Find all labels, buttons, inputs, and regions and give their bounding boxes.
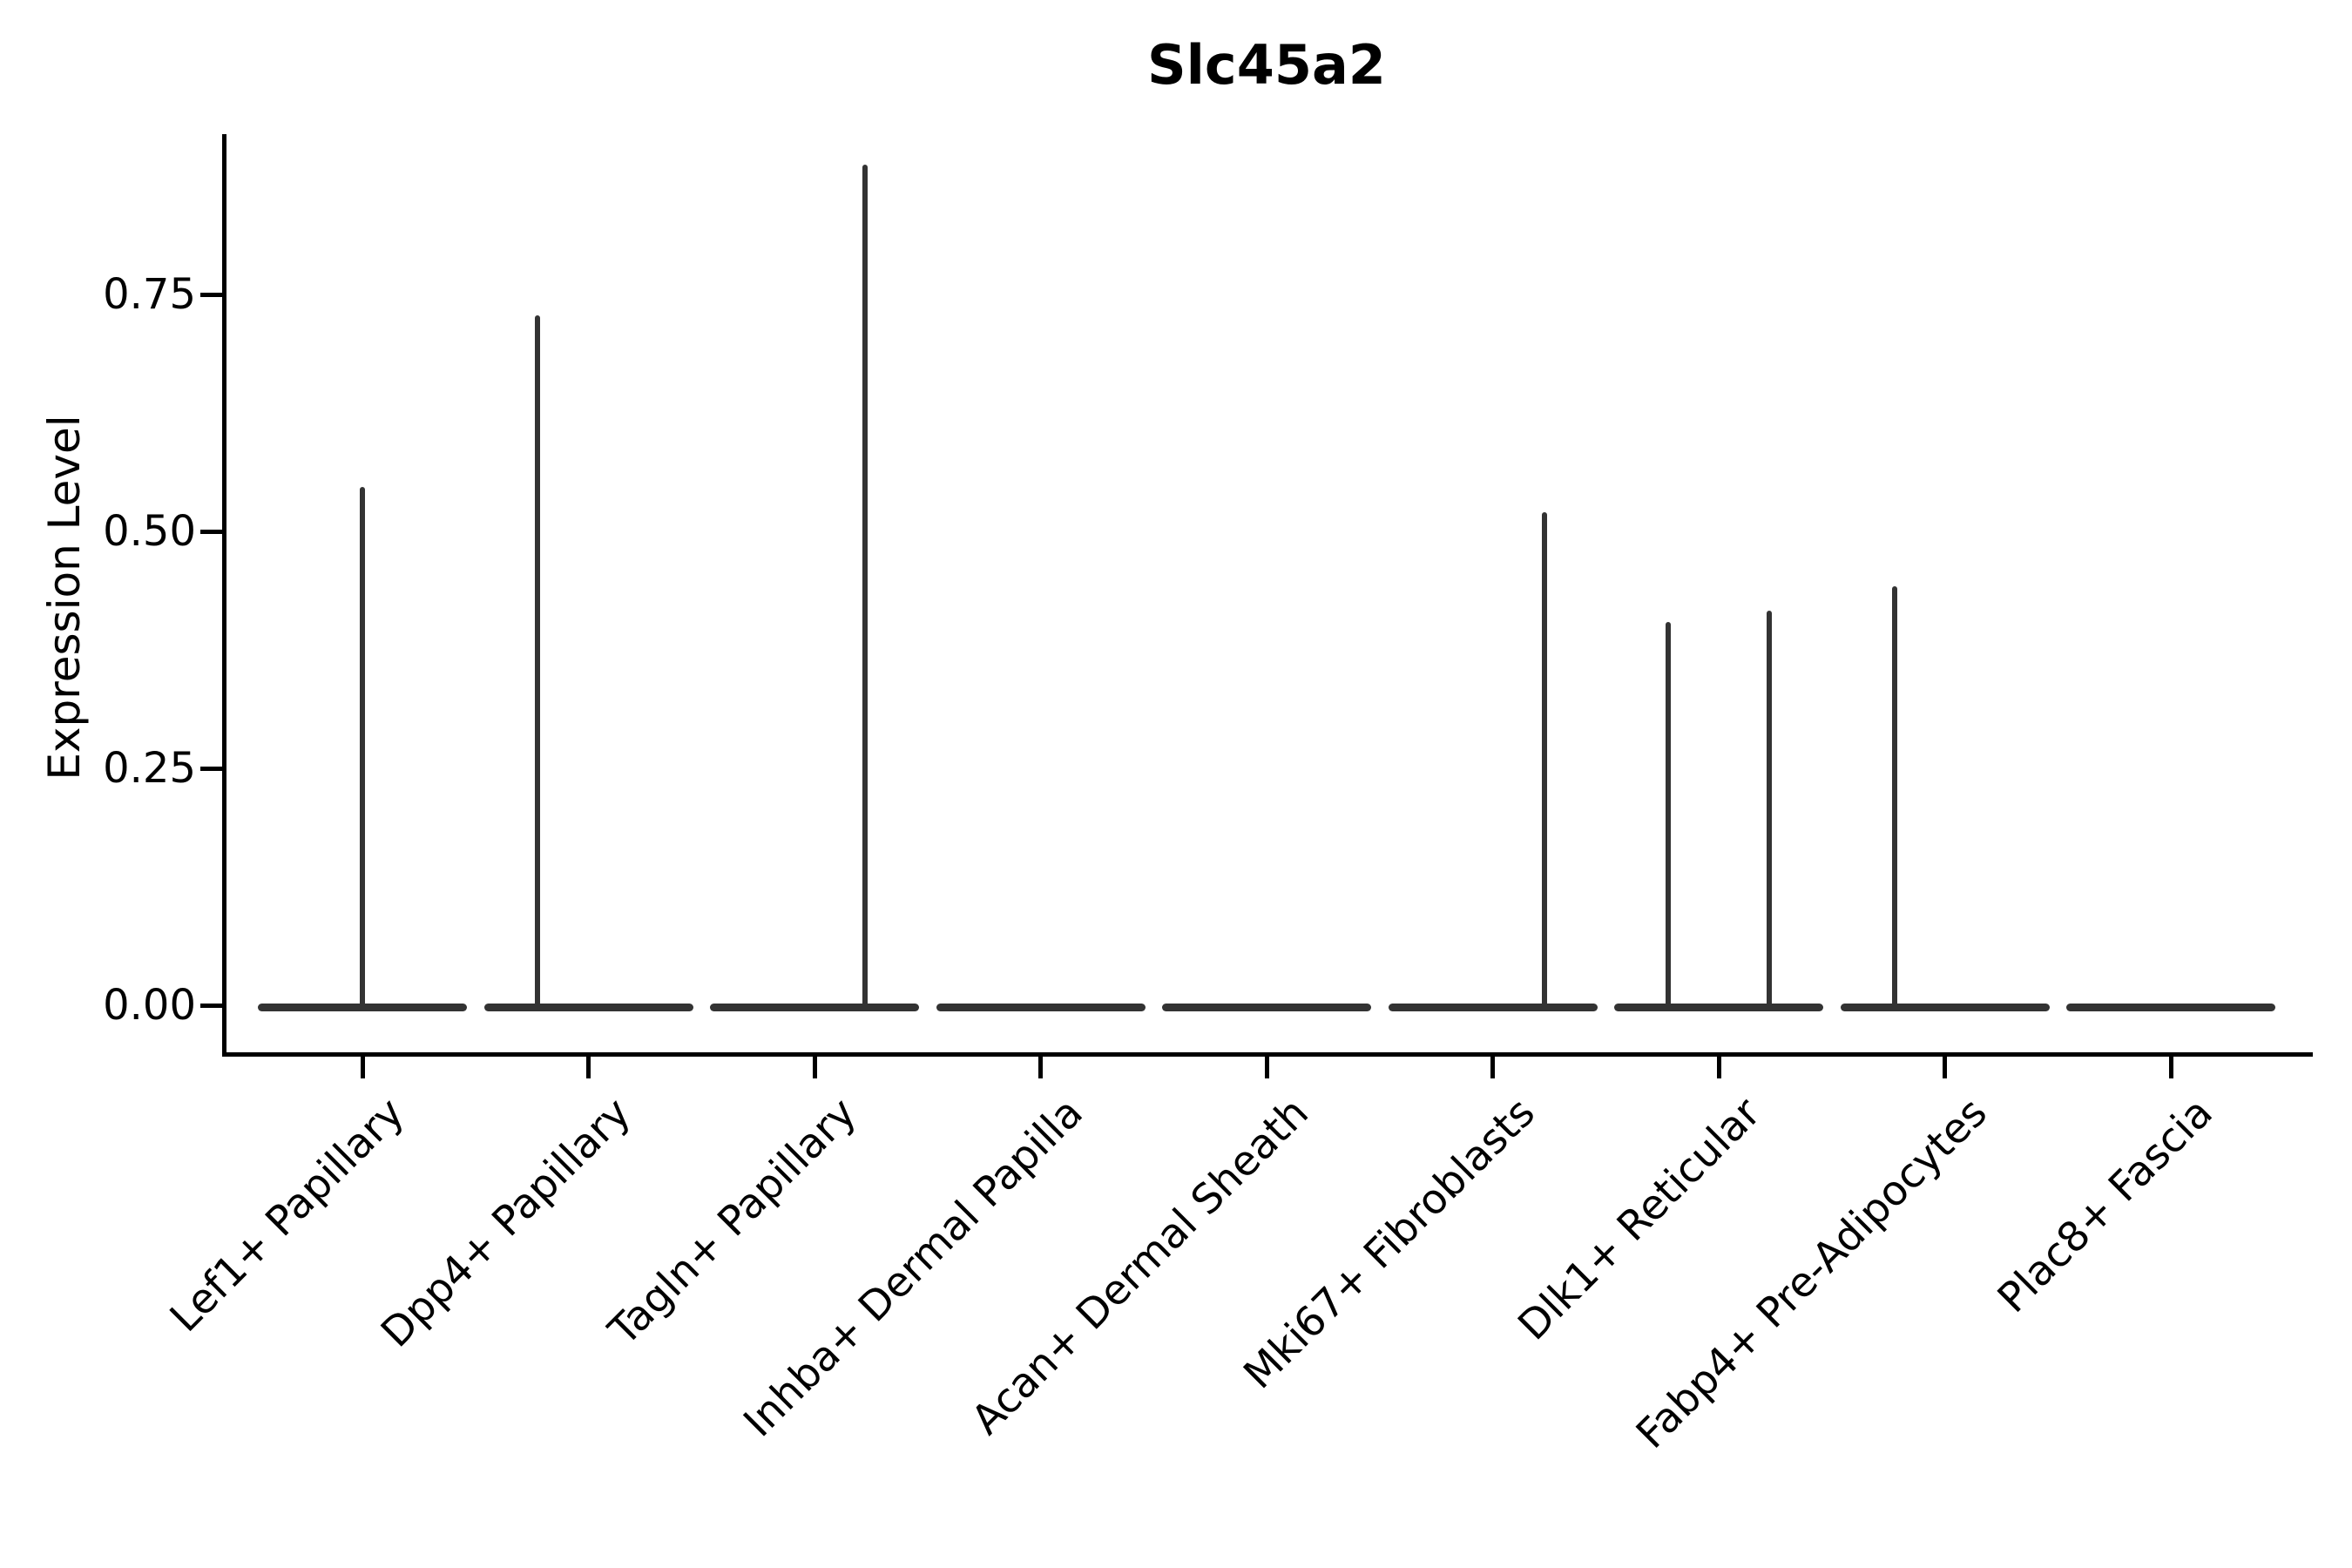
x-tick-mark <box>812 1057 817 1078</box>
x-tick-label: Dpp4+ Papillary <box>371 1088 640 1357</box>
x-tick-label: Mki67+ Fibroblasts <box>1233 1088 1544 1399</box>
violin-base-line <box>936 1004 1146 1011</box>
y-tick-label: 0.00 <box>103 981 196 1030</box>
x-tick-mark <box>1490 1057 1495 1078</box>
violin-base-line <box>1614 1004 1823 1011</box>
violin-base-line <box>710 1004 919 1011</box>
y-tick-label: 0.75 <box>103 270 196 319</box>
violin-base-line <box>2066 1004 2275 1011</box>
y-tick-label: 0.50 <box>103 507 196 556</box>
violin-spike <box>1541 512 1547 1010</box>
violin-spike <box>1666 622 1671 1010</box>
violin-spike <box>1891 586 1897 1010</box>
y-tick-mark <box>200 766 222 771</box>
y-tick-mark <box>200 529 222 534</box>
x-tick-label: Plac8+ Fascia <box>1988 1088 2222 1322</box>
violin-base-line <box>1388 1004 1598 1011</box>
x-tick-mark <box>1038 1057 1043 1078</box>
y-tick-label: 0.25 <box>103 744 196 793</box>
violin-spike <box>862 164 868 1010</box>
x-tick-label: Fabp4+ Pre-Adipocytes <box>1626 1088 1997 1458</box>
plot-title: Slc45a2 <box>1147 33 1386 97</box>
x-tick-label: Dlk1+ Reticular <box>1509 1088 1770 1350</box>
x-tick-mark <box>1264 1057 1269 1078</box>
x-tick-mark <box>586 1057 591 1078</box>
x-tick-label: Acan+ Dermal Sheath <box>962 1088 1318 1444</box>
violin-spike <box>1767 611 1772 1010</box>
violin-base-line <box>1162 1004 1371 1011</box>
x-tick-mark <box>1716 1057 1721 1078</box>
violin-base-line <box>483 1004 693 1011</box>
x-tick-label: Lef1+ Papillary <box>160 1088 414 1342</box>
y-tick-mark <box>200 1003 222 1008</box>
x-tick-mark <box>2168 1057 2173 1078</box>
violin-spike <box>360 486 365 1010</box>
y-tick-mark <box>200 292 222 297</box>
x-axis-spine <box>222 1052 2313 1057</box>
x-tick-label: Tagln+ Papillary <box>599 1088 866 1355</box>
x-tick-mark <box>1943 1057 1947 1078</box>
violin-spike <box>534 314 540 1010</box>
x-tick-label: Inhba+ Dermal Papilla <box>733 1088 1092 1447</box>
y-axis-spine <box>222 134 226 1057</box>
violin-base-line <box>1840 1004 2050 1011</box>
x-tick-mark <box>360 1057 365 1078</box>
